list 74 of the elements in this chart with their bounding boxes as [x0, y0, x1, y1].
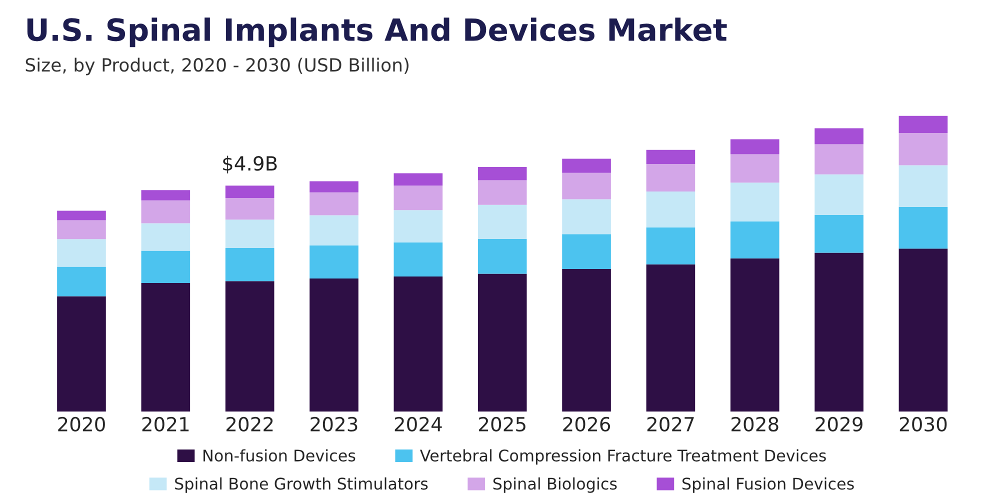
bar [394, 186, 443, 210]
bar [141, 250, 190, 283]
bar [225, 281, 274, 412]
bar [310, 181, 358, 192]
bar [225, 248, 274, 282]
x-tick-label: 2021 [142, 416, 189, 432]
bar [141, 223, 190, 251]
bar [646, 150, 696, 164]
legend-label: Non-fusion Devices [204, 449, 356, 462]
bar [225, 220, 274, 248]
x-tick-label: 2022 [226, 416, 273, 432]
bar [57, 296, 106, 412]
x-tick-label: 2028 [732, 416, 778, 432]
bar [310, 192, 358, 216]
x-tick-label: 2023 [310, 416, 358, 432]
bar [562, 199, 611, 234]
bar [141, 190, 190, 200]
bar [814, 144, 864, 174]
x-tick-label: 2020 [58, 416, 105, 432]
bar [310, 215, 358, 246]
bar [394, 276, 443, 412]
bar [898, 132, 948, 166]
x-tick-label: 2026 [563, 416, 610, 432]
bar [730, 221, 780, 258]
bar [141, 200, 190, 224]
legend-label: Spinal Biologics [493, 477, 617, 493]
bar [57, 210, 106, 220]
bar [57, 266, 106, 296]
bar [814, 214, 864, 253]
x-tick-label: 2030 [900, 416, 947, 432]
bar [478, 274, 527, 412]
bar [141, 282, 190, 412]
bar [646, 164, 696, 192]
x-tick-label: 2029 [816, 416, 862, 432]
bar [57, 220, 106, 240]
bar [562, 269, 611, 412]
bar [646, 227, 696, 264]
bar [730, 154, 780, 183]
bar [394, 173, 443, 186]
bar [730, 258, 780, 412]
bar [898, 116, 948, 133]
x-tick-label: 2024 [394, 416, 442, 432]
annotation: $4.9B [223, 156, 277, 174]
bar [898, 248, 948, 412]
x-tick-label: 2025 [479, 416, 526, 432]
bar [814, 174, 864, 215]
bar [898, 206, 948, 249]
bar [310, 245, 358, 279]
bar [394, 210, 443, 242]
bar [57, 239, 106, 267]
bar [394, 242, 443, 276]
bar [814, 128, 864, 144]
bar [310, 278, 358, 412]
chart-subtitle: Size, by Product, 2020 - 2030 (USD Billion) [26, 58, 409, 76]
bar [898, 165, 948, 207]
chart-title: U.S. Spinal Implants And Devices Market [27, 18, 727, 48]
bar [562, 158, 611, 173]
bar [478, 180, 527, 205]
bar [562, 234, 611, 270]
bar [478, 238, 527, 274]
bar [562, 172, 611, 200]
legend-label: Spinal Fusion Devices [682, 477, 854, 493]
bar [225, 198, 274, 220]
bar [646, 264, 696, 412]
bar [646, 192, 696, 228]
legend-label: Spinal Bone Growth Stimulators [175, 477, 428, 493]
bar [814, 252, 864, 412]
bar [478, 166, 527, 180]
x-tick-label: 2027 [647, 416, 694, 432]
legend-label: Vertebral Compression Fracture Treatment Devices [420, 449, 826, 465]
bar [730, 182, 780, 222]
bar [478, 204, 527, 239]
bar [225, 186, 274, 198]
bar [730, 139, 780, 154]
